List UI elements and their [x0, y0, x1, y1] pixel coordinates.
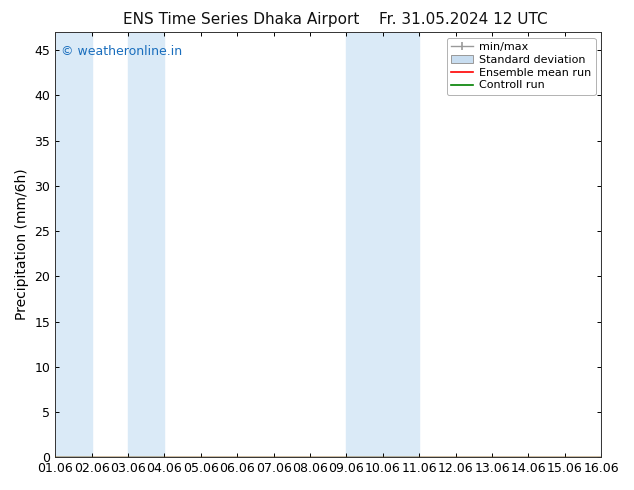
Y-axis label: Precipitation (mm/6h): Precipitation (mm/6h)	[15, 169, 29, 320]
Bar	[55, 32, 92, 457]
Bar	[346, 32, 419, 457]
Legend: min/max, Standard deviation, Ensemble mean run, Controll run: min/max, Standard deviation, Ensemble me…	[447, 38, 595, 95]
Text: Fr. 31.05.2024 12 UTC: Fr. 31.05.2024 12 UTC	[378, 12, 547, 27]
Text: © weatheronline.in: © weatheronline.in	[61, 45, 182, 58]
Text: ENS Time Series Dhaka Airport: ENS Time Series Dhaka Airport	[123, 12, 359, 27]
Bar	[128, 32, 164, 457]
Bar	[601, 32, 634, 457]
